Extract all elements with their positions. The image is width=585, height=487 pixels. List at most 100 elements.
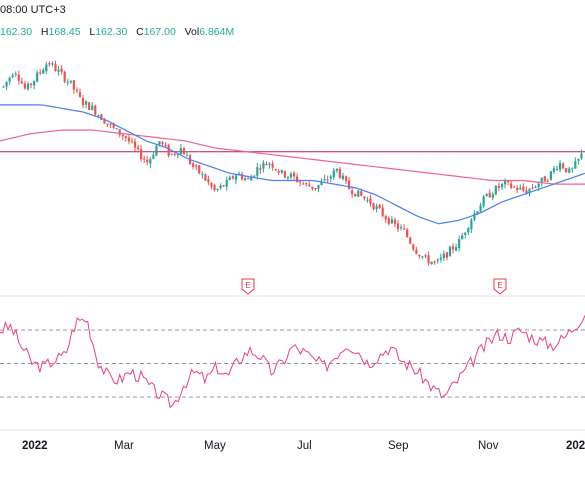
candle-up[interactable] (448, 246, 452, 257)
candle-down[interactable] (415, 249, 418, 254)
moving-average-long[interactable] (0, 129, 585, 185)
candle-down[interactable] (124, 136, 127, 138)
candle-up[interactable] (500, 183, 504, 188)
candle-down[interactable] (164, 144, 167, 147)
candle-down[interactable] (103, 119, 106, 124)
candle-up[interactable] (250, 176, 253, 181)
candle-up[interactable] (571, 168, 574, 170)
candle-down[interactable] (513, 186, 516, 188)
candle-up[interactable] (228, 177, 231, 180)
candle-up[interactable] (494, 185, 497, 195)
candle-up[interactable] (69, 80, 72, 83)
candle-down[interactable] (265, 164, 268, 166)
rsi-pane[interactable] (0, 315, 585, 409)
candle-down[interactable] (277, 171, 280, 173)
candle-down[interactable] (88, 102, 91, 110)
candle-down[interactable] (488, 192, 491, 198)
candle-up[interactable] (439, 257, 442, 260)
candle-up[interactable] (461, 235, 464, 240)
candle-up[interactable] (485, 194, 488, 197)
candle-up[interactable] (552, 168, 556, 172)
candle-down[interactable] (311, 186, 314, 189)
candle-down[interactable] (121, 135, 124, 137)
candle-up[interactable] (170, 153, 173, 155)
candle-up[interactable] (491, 194, 494, 198)
candle-down[interactable] (240, 173, 244, 180)
candle-up[interactable] (558, 162, 562, 170)
candle-down[interactable] (75, 89, 79, 92)
candle-up[interactable] (149, 159, 152, 164)
candle-down[interactable] (72, 80, 75, 90)
candle-up[interactable] (219, 185, 222, 188)
candle-down[interactable] (387, 217, 390, 225)
candle-down[interactable] (403, 228, 406, 230)
candle-up[interactable] (470, 219, 473, 230)
candle-down[interactable] (167, 145, 170, 156)
candle-down[interactable] (360, 191, 363, 196)
candle-down[interactable] (506, 180, 510, 183)
candle-up[interactable] (555, 168, 559, 170)
candle-down[interactable] (381, 207, 384, 216)
candle-down[interactable] (406, 229, 409, 238)
candle-down[interactable] (195, 165, 198, 167)
candle-up[interactable] (11, 75, 14, 78)
candle-up[interactable] (317, 184, 320, 189)
candle-up[interactable] (519, 187, 522, 190)
candle-down[interactable] (173, 153, 176, 155)
candle-down[interactable] (210, 182, 213, 187)
candle-down[interactable] (231, 176, 234, 179)
candle-up[interactable] (366, 199, 369, 201)
candle-down[interactable] (271, 163, 274, 168)
candle-down[interactable] (354, 193, 357, 197)
candle-down[interactable] (546, 180, 549, 182)
candle-down[interactable] (136, 147, 140, 149)
candle-down[interactable] (207, 179, 210, 183)
candle-up[interactable] (253, 175, 256, 177)
candle-down[interactable] (445, 252, 449, 258)
candle-down[interactable] (292, 172, 296, 177)
candle-up[interactable] (458, 239, 461, 249)
candle-up[interactable] (464, 232, 467, 235)
candle-up[interactable] (185, 155, 189, 157)
candle-up[interactable] (436, 259, 439, 261)
candle-down[interactable] (182, 148, 186, 155)
candle-down[interactable] (20, 81, 23, 84)
candle-down[interactable] (497, 185, 501, 188)
candle-up[interactable] (155, 145, 158, 156)
moving-average-short[interactable] (0, 104, 585, 225)
candle-up[interactable] (201, 173, 204, 175)
candle-up[interactable] (580, 153, 583, 159)
candle-up[interactable] (97, 115, 100, 117)
candle-up[interactable] (476, 211, 479, 214)
candle-down[interactable] (299, 181, 302, 183)
candle-down[interactable] (451, 246, 455, 250)
candle-up[interactable] (375, 206, 378, 210)
candle-down[interactable] (510, 183, 513, 188)
candle-up[interactable] (216, 188, 219, 191)
candle-down[interactable] (562, 163, 565, 169)
candle-up[interactable] (5, 81, 8, 87)
candle-up[interactable] (225, 179, 228, 187)
candle-down[interactable] (531, 187, 534, 189)
earnings-marker[interactable]: E (241, 278, 255, 295)
candle-down[interactable] (100, 114, 103, 121)
candle-down[interactable] (522, 186, 525, 191)
candle-up[interactable] (577, 158, 580, 161)
candle-up[interactable] (537, 183, 540, 188)
candle-down[interactable] (146, 159, 149, 163)
candle-up[interactable] (430, 261, 433, 265)
candle-down[interactable] (112, 123, 115, 128)
candle-up[interactable] (237, 173, 241, 175)
candle-down[interactable] (347, 180, 351, 190)
candle-up[interactable] (280, 169, 283, 173)
candle-up[interactable] (528, 188, 531, 193)
candle-up[interactable] (45, 64, 48, 72)
candle-up[interactable] (2, 86, 5, 88)
candle-down[interactable] (372, 203, 375, 210)
candle-up[interactable] (42, 69, 45, 74)
candle-down[interactable] (54, 63, 57, 72)
candle-down[interactable] (222, 185, 225, 187)
candle-up[interactable] (286, 176, 290, 179)
candle-up[interactable] (442, 253, 445, 258)
